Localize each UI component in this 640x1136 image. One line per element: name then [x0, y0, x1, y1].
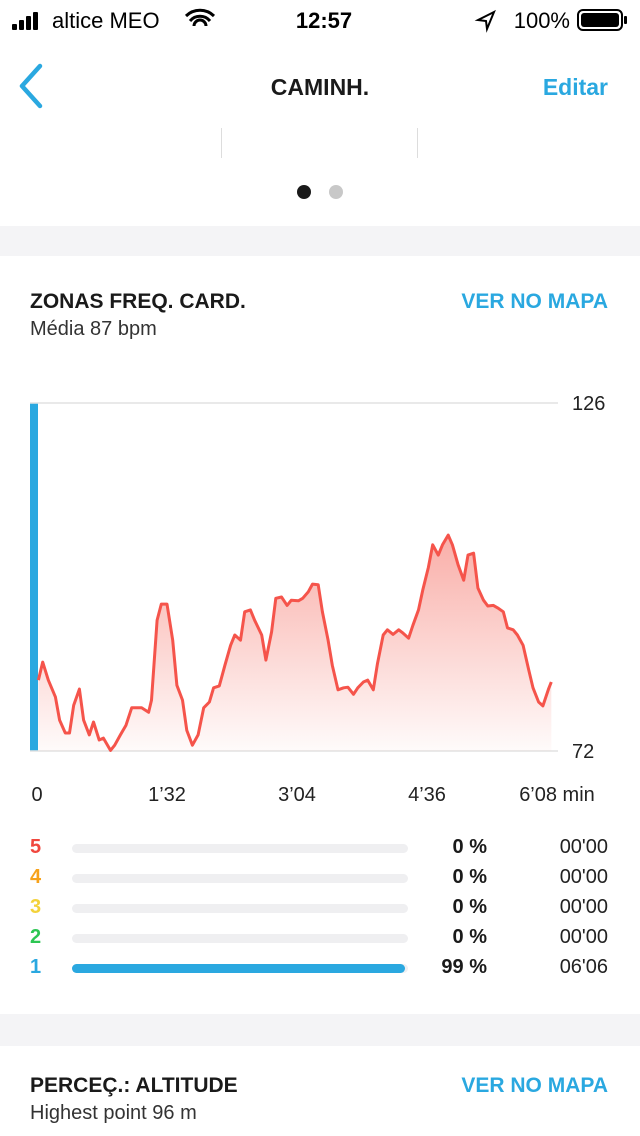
hr-line [36, 533, 553, 752]
section-subtitle: Média 87 bpm [30, 318, 157, 340]
zone-track [72, 904, 408, 913]
section-gap [0, 1014, 640, 1046]
divider [417, 128, 418, 158]
section-title: ZONAS FREQ. CARD. [30, 290, 246, 313]
battery-tip [624, 16, 627, 24]
zone-time: 06'06 [559, 956, 608, 978]
zone-track [72, 934, 408, 943]
signal-bar [26, 16, 31, 30]
page-dot[interactable] [329, 185, 343, 199]
zone-percent: 0 % [452, 896, 487, 918]
map-link[interactable]: VER NO MAPA [461, 290, 608, 313]
zone-track [72, 874, 408, 883]
zone-time: 00'00 [559, 926, 608, 948]
section-title: PERCEÇ.: ALTITUDE [30, 1074, 238, 1097]
zone-time: 00'00 [559, 836, 608, 858]
zone-percent: 0 % [452, 836, 487, 858]
x-tick-label: 1’32 [148, 784, 186, 806]
x-tick-label: 3’04 [278, 784, 316, 806]
zone-track [72, 844, 408, 853]
map-link[interactable]: VER NO MAPA [461, 1074, 608, 1097]
zone-number: 4 [30, 866, 42, 888]
edit-button[interactable]: Editar [542, 74, 608, 100]
zone-time: 00'00 [559, 866, 608, 888]
zone-number: 3 [30, 896, 42, 918]
wifi-icon [184, 8, 216, 27]
battery-fill [581, 13, 619, 27]
section-gap [0, 226, 640, 256]
zone-time: 00'00 [559, 896, 608, 918]
back-button[interactable] [14, 62, 48, 110]
location-icon [474, 9, 496, 33]
signal-bar [33, 12, 38, 30]
battery-frame [577, 9, 623, 31]
y-tick-label: 72 [572, 741, 594, 763]
zone-percent: 0 % [452, 866, 487, 888]
status-bar: altice MEO 12:57 100% [12, 8, 627, 33]
zone-percent: 0 % [452, 926, 487, 948]
hr-chart: 72 126 0 1’32 3’04 4’36 6’08 min [30, 393, 605, 806]
battery-level: 100% [514, 8, 570, 33]
zone-percent: 99 % [441, 956, 487, 978]
zone-number: 2 [30, 926, 42, 948]
zone-number: 5 [30, 836, 42, 858]
y-tick-label: 126 [572, 393, 605, 415]
x-tick-label: 0 [31, 784, 42, 806]
nav-title: CAMINH. [270, 74, 370, 100]
x-tick-label: 6’08 min [519, 784, 595, 806]
signal-bar [19, 20, 24, 30]
clock: 12:57 [296, 8, 352, 33]
zone-number: 1 [30, 956, 42, 978]
page-dot-active[interactable] [297, 185, 311, 199]
divider [221, 128, 222, 158]
signal-bar [12, 24, 17, 30]
zone-bar [72, 964, 405, 973]
zone-strip [30, 403, 38, 751]
carrier: altice MEO [52, 8, 160, 33]
section-subtitle: Highest point 96 m [30, 1102, 197, 1124]
x-tick-label: 4’36 [408, 784, 446, 806]
